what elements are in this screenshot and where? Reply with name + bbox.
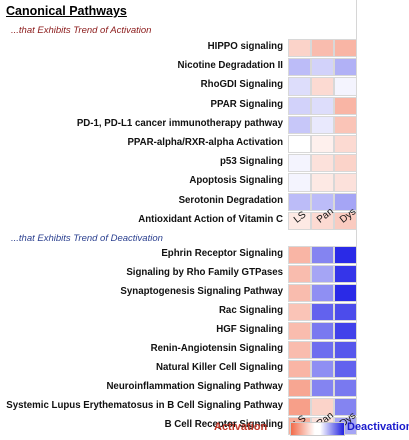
heatmap-cell	[334, 398, 357, 416]
heatmap-cell	[288, 115, 311, 134]
heatmap-cell	[288, 303, 311, 321]
row-label: Renin-Angiotensin Signaling	[150, 343, 283, 354]
heatmap-cell	[334, 303, 357, 321]
heatmap-cell	[311, 135, 334, 154]
heatmap-cell	[288, 39, 311, 58]
heatmap-cell	[334, 246, 357, 264]
row-label: Serotonin Degradation	[178, 194, 283, 206]
heatmap-cell	[288, 211, 311, 230]
heatmap-cell	[311, 77, 334, 96]
heatmap-cell	[311, 211, 334, 230]
heatmap-cell	[288, 154, 311, 173]
heatmap-cell	[288, 398, 311, 416]
heatmap-cell	[334, 379, 357, 397]
row-label: PPAR Signaling	[210, 98, 283, 110]
heatmap-cell	[311, 192, 334, 211]
heatmap-cell	[288, 58, 311, 77]
heatmap-cell	[288, 173, 311, 192]
heatmap-cell	[311, 303, 334, 321]
chart-title: Canonical Pathways	[6, 4, 127, 18]
heatmap-cell	[334, 173, 357, 192]
heatmap-cell	[288, 360, 311, 378]
heatmap-cell	[334, 265, 357, 283]
row-label: RhoGDI Signaling	[200, 79, 283, 91]
row-label: HGF Signaling	[216, 324, 283, 335]
subtitle-deactivation: ...that Exhibits Trend of Deactivation	[11, 233, 163, 244]
row-label: Synaptogenesis Signaling Pathway	[120, 286, 283, 297]
heatmap-cell	[334, 39, 357, 58]
row-label: Systemic Lupus Erythematosus in B Cell S…	[6, 400, 283, 411]
heatmap-cell	[334, 360, 357, 378]
heatmap-cell	[311, 246, 334, 264]
heatmap-cell	[288, 246, 311, 264]
subtitle-activation: ...that Exhibits Trend of Activation	[11, 25, 152, 36]
heatmap-cell	[288, 77, 311, 96]
row-label: PD-1, PD-L1 cancer immunotherapy pathway	[76, 117, 283, 129]
heatmap-cell	[311, 39, 334, 58]
heatmap-cell	[311, 284, 334, 302]
row-label: Signaling by Rho Family GTPases	[126, 267, 283, 278]
heatmap-cell	[311, 398, 334, 416]
heatmap-cell	[311, 322, 334, 340]
heatmap-cell	[311, 173, 334, 192]
heatmap-cell	[334, 135, 357, 154]
row-label: Antioxidant Action of Vitamin C	[138, 213, 283, 225]
row-label: Nicotine Degradation II	[177, 60, 284, 72]
row-label: p53 Signaling	[220, 156, 283, 168]
heatmap-cell	[288, 379, 311, 397]
heatmap-cell	[311, 115, 334, 134]
heatmap-cell	[334, 96, 357, 115]
heatmap-cell	[334, 77, 357, 96]
row-label: PPAR-alpha/RXR-alpha Activation	[127, 137, 283, 148]
heatmap-cell	[288, 192, 311, 211]
row-label: HIPPO signaling	[207, 41, 283, 52]
heatmap-cell	[334, 154, 357, 173]
row-label: Neuroinflammation Signaling Pathway	[106, 381, 283, 392]
heatmap-cell	[311, 96, 334, 115]
legend-deactivation-label: Deactivation	[347, 421, 409, 433]
heatmap-cell	[311, 379, 334, 397]
heatmap-cell	[311, 265, 334, 283]
heatmap-cell	[311, 58, 334, 77]
heatmap-cell	[311, 341, 334, 359]
heatmap-cell	[288, 265, 311, 283]
heatmap-cell	[334, 192, 357, 211]
heatmap-cell	[334, 322, 357, 340]
heatmap-cell	[288, 284, 311, 302]
legend-activation-label: Activation	[214, 421, 268, 433]
heatmap-cell	[334, 284, 357, 302]
row-label: Natural Killer Cell Signaling	[155, 362, 283, 373]
row-label: B Cell Receptor Signaling	[164, 419, 283, 430]
heatmap-cell	[334, 115, 357, 134]
heatmap-cell	[288, 135, 311, 154]
heatmap-cell	[288, 341, 311, 359]
row-label: Rac Signaling	[218, 305, 283, 316]
row-label: Ephrin Receptor Signaling	[161, 248, 283, 259]
heatmap-cell	[311, 154, 334, 173]
heatmap-cell	[288, 322, 311, 340]
heatmap-cell	[334, 211, 357, 230]
legend-color-bar	[290, 422, 345, 436]
row-label: Apoptosis Signaling	[189, 175, 283, 187]
heatmap-cell	[334, 58, 357, 77]
heatmap-cell	[288, 96, 311, 115]
heatmap-cell	[334, 341, 357, 359]
heatmap-cell	[311, 360, 334, 378]
